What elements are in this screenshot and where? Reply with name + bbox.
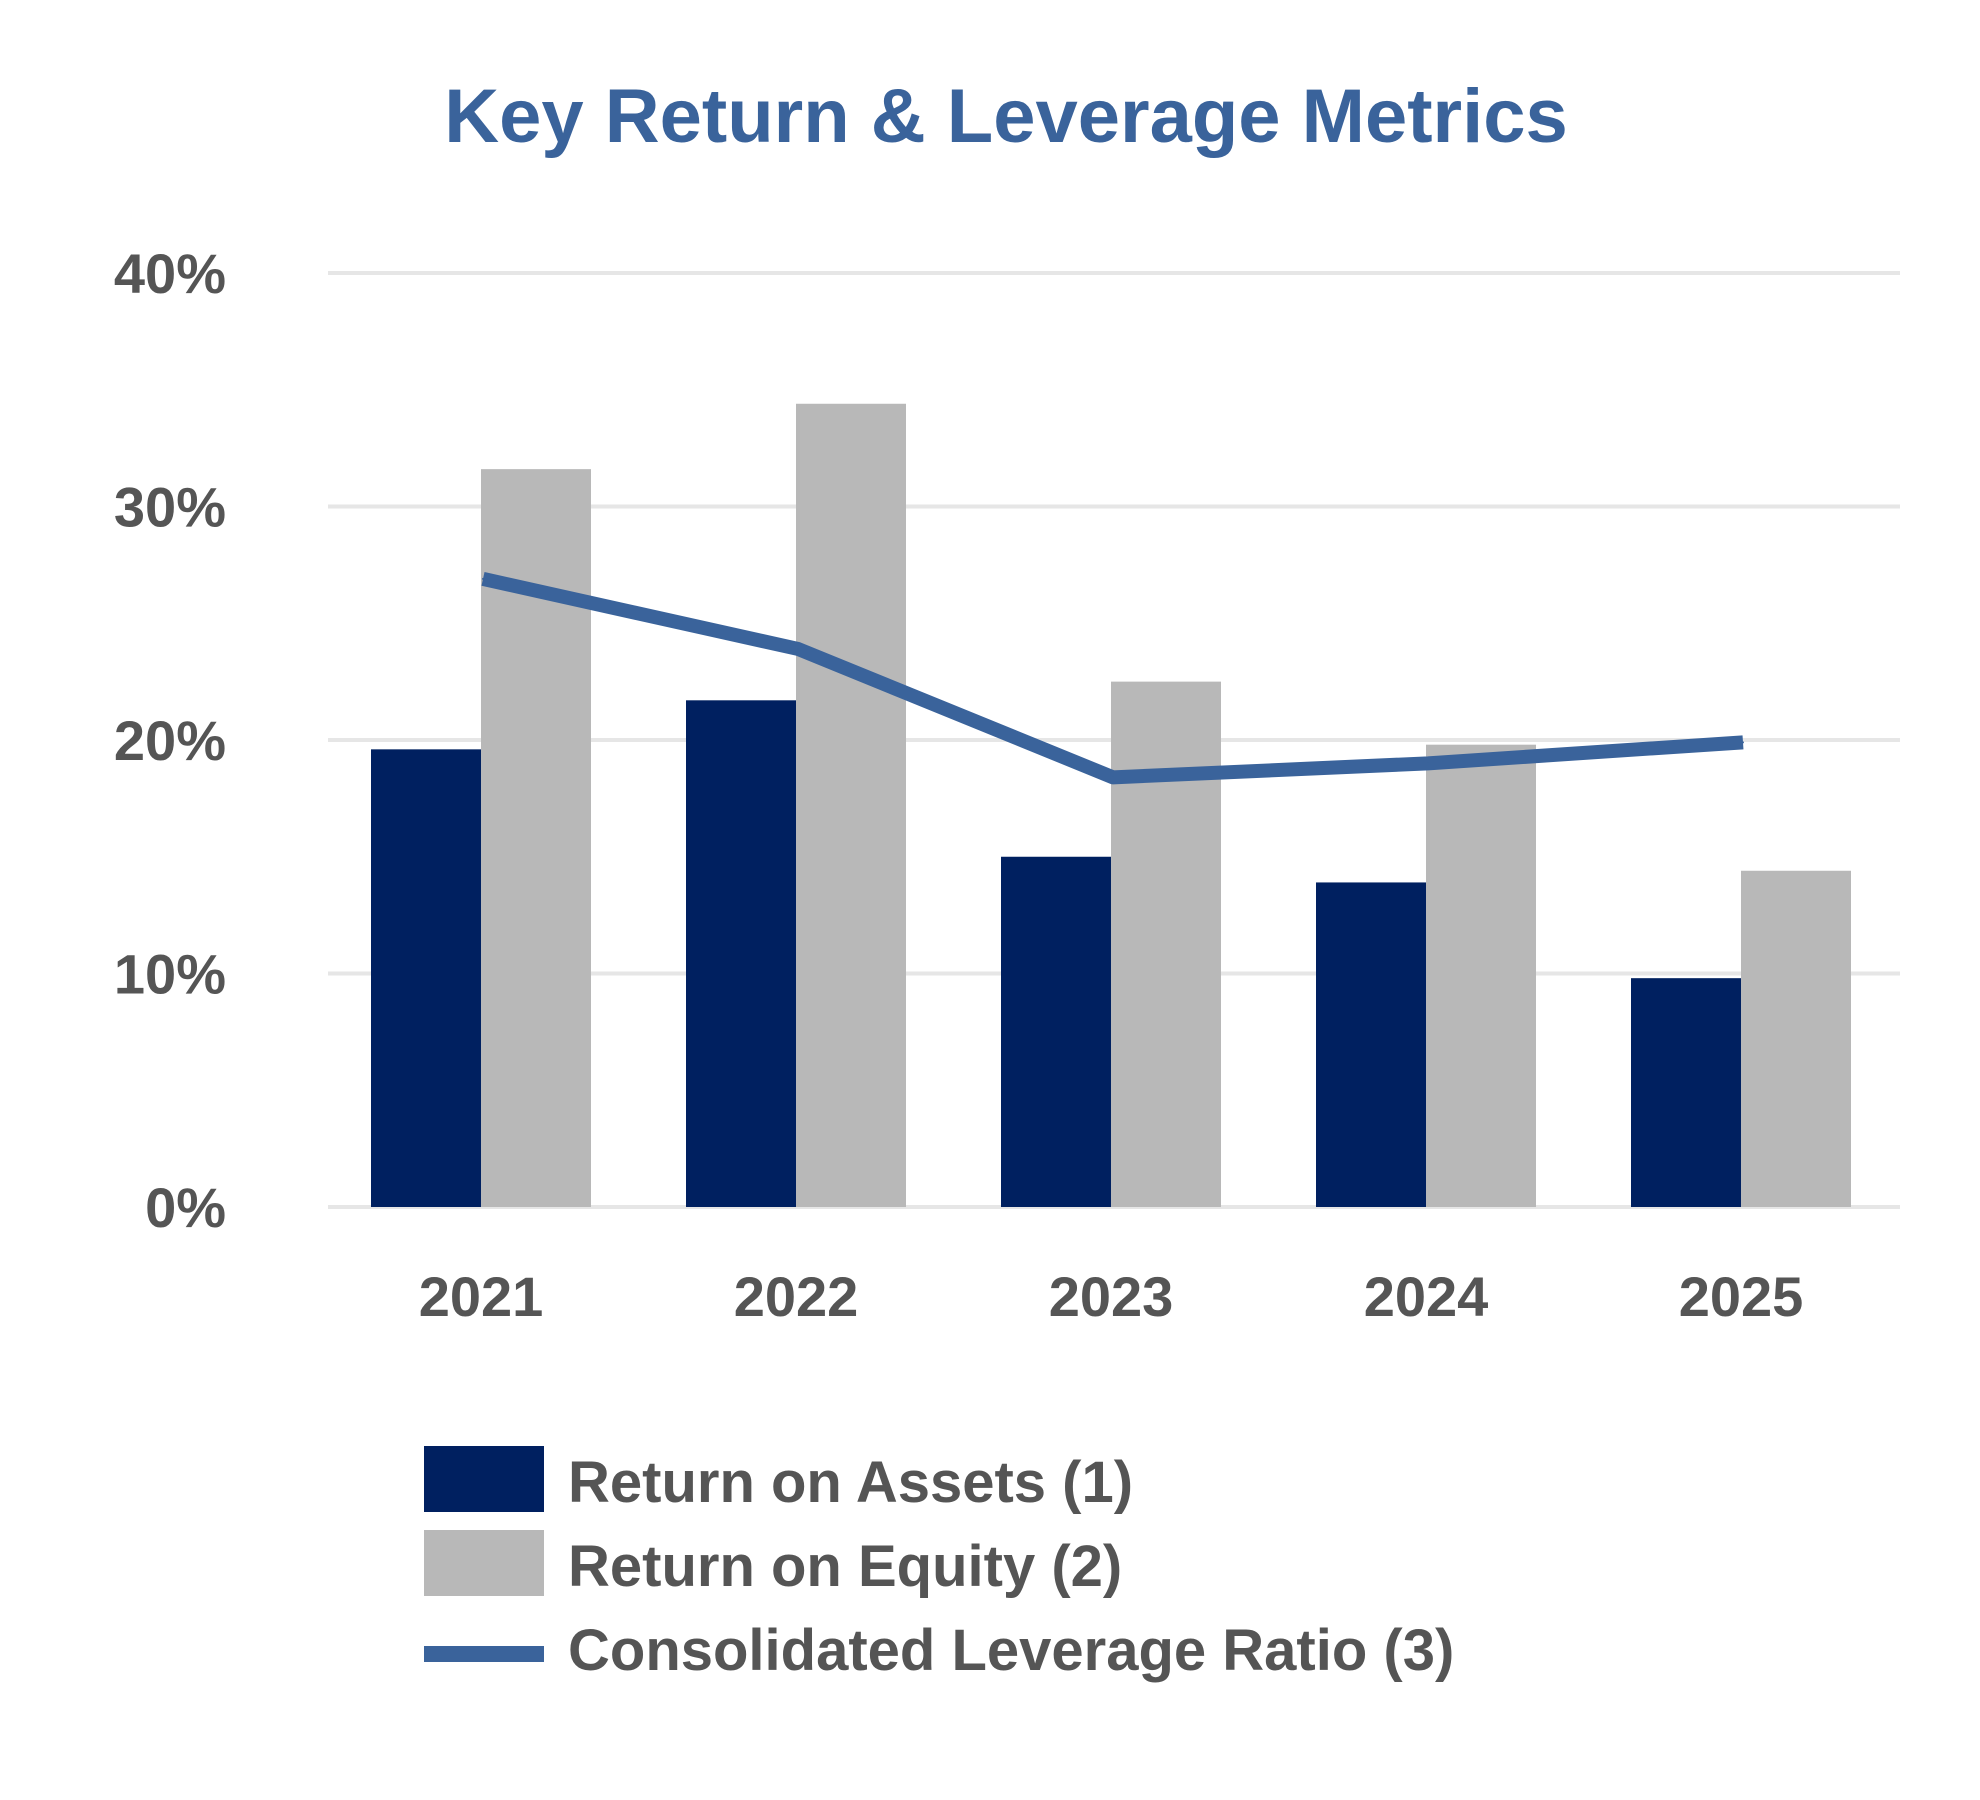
- bar-return-on-assets: [1316, 882, 1426, 1207]
- legend-swatch-roa: [424, 1446, 544, 1512]
- x-tick-label: 2024: [1364, 1265, 1489, 1328]
- bar-return-on-assets: [371, 749, 481, 1207]
- legend: Return on Assets (1) Return on Equity (2…: [424, 1446, 1454, 1683]
- x-axis-ticks: 2021 2022 2023 2024 2025: [419, 1265, 1804, 1328]
- bar-return-on-assets: [1631, 978, 1741, 1207]
- y-tick-label: 40%: [114, 242, 226, 305]
- line-point: [1427, 762, 1429, 765]
- x-tick-label: 2022: [734, 1265, 859, 1328]
- legend-swatch-roe: [424, 1530, 544, 1596]
- y-tick-label: 10%: [114, 943, 226, 1006]
- leverage-line: [481, 572, 1744, 785]
- chart-title: Key Return & Leverage Metrics: [444, 74, 1568, 159]
- bars: [371, 403, 1851, 1207]
- x-tick-label: 2023: [1049, 1265, 1174, 1328]
- line-point: [797, 647, 799, 650]
- legend-label-roa: Return on Assets (1): [568, 1450, 1133, 1515]
- legend-swatch-leverage: [424, 1646, 544, 1662]
- y-tick-label: 0%: [145, 1176, 226, 1239]
- y-tick-label: 20%: [114, 709, 226, 772]
- bar-return-on-equity: [1426, 744, 1536, 1207]
- y-tick-label: 30%: [114, 476, 226, 539]
- y-axis-ticks: 0% 10% 20% 30% 40%: [114, 242, 226, 1239]
- legend-label-roe: Return on Equity (2): [568, 1534, 1122, 1599]
- legend-label-leverage: Consolidated Leverage Ratio (3): [568, 1618, 1454, 1683]
- bar-return-on-assets: [686, 700, 796, 1207]
- line-point: [1742, 741, 1744, 744]
- bar-return-on-equity: [1741, 870, 1851, 1207]
- line-point: [482, 577, 484, 580]
- line-point: [1112, 776, 1114, 779]
- bar-return-on-assets: [1001, 856, 1111, 1207]
- bar-return-on-equity: [796, 403, 906, 1207]
- x-tick-label: 2021: [419, 1265, 544, 1328]
- x-tick-label: 2025: [1679, 1265, 1804, 1328]
- bar-return-on-equity: [1111, 681, 1221, 1207]
